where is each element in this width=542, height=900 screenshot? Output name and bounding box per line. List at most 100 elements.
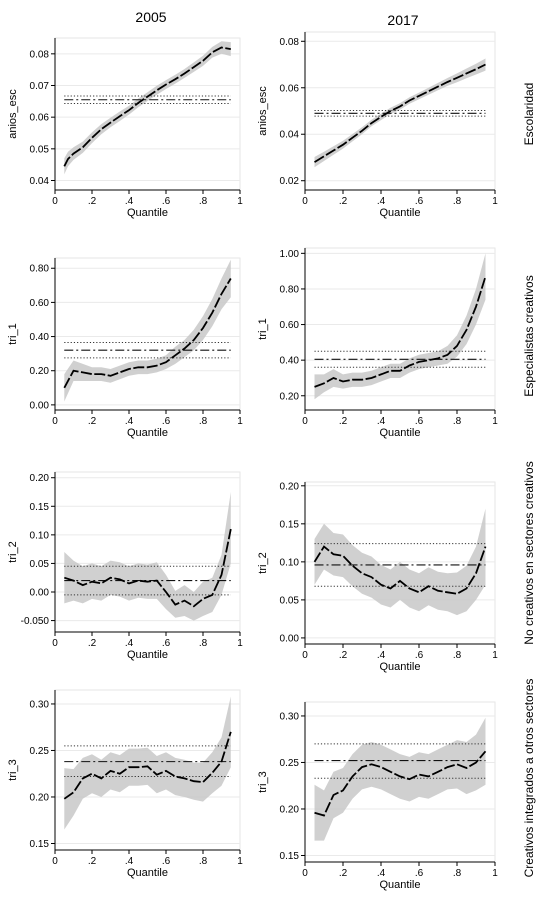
y-tick-label: 1.00 (280, 249, 300, 260)
chart-panel: 0.04 0.05 0.06 0.07 0.08 0 .2 .4 .6 .8 1 Quantile an… (7, 37, 243, 219)
y-tick-label: 0.20 (280, 391, 300, 402)
x-tick-label: .8 (453, 868, 462, 879)
x-tick-label: .8 (199, 638, 208, 649)
column-title-2005: 2005 (135, 9, 166, 25)
x-tick-label: .2 (88, 196, 97, 207)
y-tick-label: 0.06 (30, 113, 50, 124)
quantile-confidence-band (64, 696, 231, 830)
y-tick-label: 0.00 (30, 588, 50, 599)
y-tick-label: 0.20 (30, 473, 50, 484)
y-tick-label: 0.05 (30, 559, 50, 570)
x-tick-label: .4 (125, 416, 134, 427)
chart-panel: 0.15 0.20 0.25 0.30 0 .2 .4 .6 .8 1 Quantile tri_3 (7, 689, 243, 879)
x-tick-label: .2 (339, 868, 348, 879)
x-tick-label: 0 (52, 856, 58, 867)
x-tick-label: .6 (415, 416, 424, 427)
x-tick-label: .6 (162, 196, 171, 207)
y-tick-label: 0.80 (30, 264, 50, 275)
x-tick-label: .6 (415, 196, 424, 207)
y-tick-label: 0.20 (30, 792, 50, 803)
x-tick-label: 0 (52, 638, 58, 649)
y-tick-label: 0.30 (30, 699, 50, 710)
y-tick-label: 0.25 (30, 746, 50, 757)
x-tick-label: 1 (492, 650, 498, 661)
x-tick-label: .8 (199, 196, 208, 207)
quantile-confidence-band (64, 41, 231, 175)
y-tick-label: 0.00 (30, 400, 50, 411)
x-tick-label: 1 (492, 416, 498, 427)
y-tick-label: 0.15 (280, 519, 300, 530)
chart-panel: -0.050 0.00 0.05 0.10 0.15 0.20 0 .2 .4 .6 .8 1 Quan… (7, 471, 243, 661)
x-axis-label: Quantile (380, 427, 421, 439)
y-axis-label: tri_2 (7, 541, 19, 562)
x-tick-label: .4 (377, 196, 386, 207)
chart-panel: 0.15 0.20 0.25 0.30 0 .2 .4 .6 .8 1 Quantile tri_3 (257, 701, 498, 891)
quantile-confidence-band (314, 717, 486, 841)
row-title-creativos-integrados: Creativos integrados a otros sectores (522, 679, 536, 878)
x-tick-label: .2 (88, 638, 97, 649)
x-tick-label: 1 (237, 416, 243, 427)
y-tick-label: 0.40 (30, 332, 50, 343)
x-tick-label: .4 (377, 416, 386, 427)
y-tick-label: 0.02 (280, 176, 300, 187)
x-tick-label: .8 (453, 650, 462, 661)
x-tick-label: .4 (125, 856, 134, 867)
x-tick-label: .2 (339, 416, 348, 427)
x-tick-label: .4 (125, 196, 134, 207)
y-tick-label: 0.60 (30, 298, 50, 309)
quantile-estimate-line (314, 276, 487, 388)
quantile-confidence-band (314, 253, 486, 400)
y-tick-label: 0.15 (30, 502, 50, 513)
y-axis-label: tri_1 (7, 323, 19, 344)
y-tick-label: 0.20 (30, 366, 50, 377)
x-tick-label: .4 (377, 650, 386, 661)
quantile-confidence-band (314, 508, 486, 616)
plot-region (304, 31, 496, 191)
y-axis-label: tri_3 (7, 759, 19, 780)
x-tick-label: .2 (88, 856, 97, 867)
x-axis-label: Quantile (380, 879, 421, 891)
x-tick-label: 1 (492, 196, 498, 207)
quantile-confidence-band (314, 58, 486, 168)
chart-panel: 0.00 0.05 0.10 0.15 0.20 0 .2 .4 .6 .8 1 Quantile tr… (257, 481, 498, 673)
quantile-estimate-line (314, 63, 486, 163)
row-title-especialistas-creativos: Especialistas creativos (522, 275, 536, 396)
x-tick-label: .8 (453, 196, 462, 207)
x-tick-label: .2 (339, 650, 348, 661)
x-tick-label: .2 (339, 196, 348, 207)
y-tick-label: 0.30 (280, 711, 300, 722)
x-tick-label: .6 (162, 638, 171, 649)
x-tick-label: 1 (492, 868, 498, 879)
quantile-estimate-line (63, 731, 232, 800)
y-tick-label: 0.07 (30, 81, 50, 92)
y-tick-label: 0.04 (280, 130, 300, 141)
quantile-confidence-band (64, 492, 231, 621)
row-title-escolaridad: Escolaridad (522, 83, 536, 146)
x-tick-label: 0 (302, 868, 308, 879)
x-axis-label: Quantile (127, 207, 168, 219)
y-tick-label: 0.40 (280, 356, 300, 367)
y-axis-label: anios_esc (7, 89, 19, 139)
x-tick-label: .8 (199, 856, 208, 867)
x-tick-label: .6 (162, 416, 171, 427)
chart-panel: 0.02 0.04 0.06 0.08 0 .2 .4 .6 .8 1 Quantile anios_… (257, 31, 498, 219)
y-tick-label: 0.10 (30, 530, 50, 541)
x-axis-label: Quantile (127, 649, 168, 661)
x-tick-label: 1 (237, 196, 243, 207)
y-axis-label: tri_3 (257, 771, 269, 792)
x-tick-label: 0 (302, 650, 308, 661)
x-axis-label: Quantile (380, 661, 421, 673)
plot-region (54, 257, 241, 411)
column-title-2017: 2017 (387, 12, 418, 28)
y-tick-label: 0.80 (280, 284, 300, 295)
chart-panel: 0.20 0.40 0.60 0.80 1.00 0 .2 .4 .6 .8 1 Quantile tr… (257, 247, 498, 439)
y-tick-label: -0.050 (21, 616, 50, 627)
x-tick-label: .6 (162, 856, 171, 867)
x-tick-label: .2 (88, 416, 97, 427)
x-tick-label: 0 (52, 196, 58, 207)
x-axis-label: Quantile (127, 427, 168, 439)
x-tick-label: 1 (237, 856, 243, 867)
x-axis-label: Quantile (380, 207, 421, 219)
y-tick-label: 0.20 (280, 804, 300, 815)
